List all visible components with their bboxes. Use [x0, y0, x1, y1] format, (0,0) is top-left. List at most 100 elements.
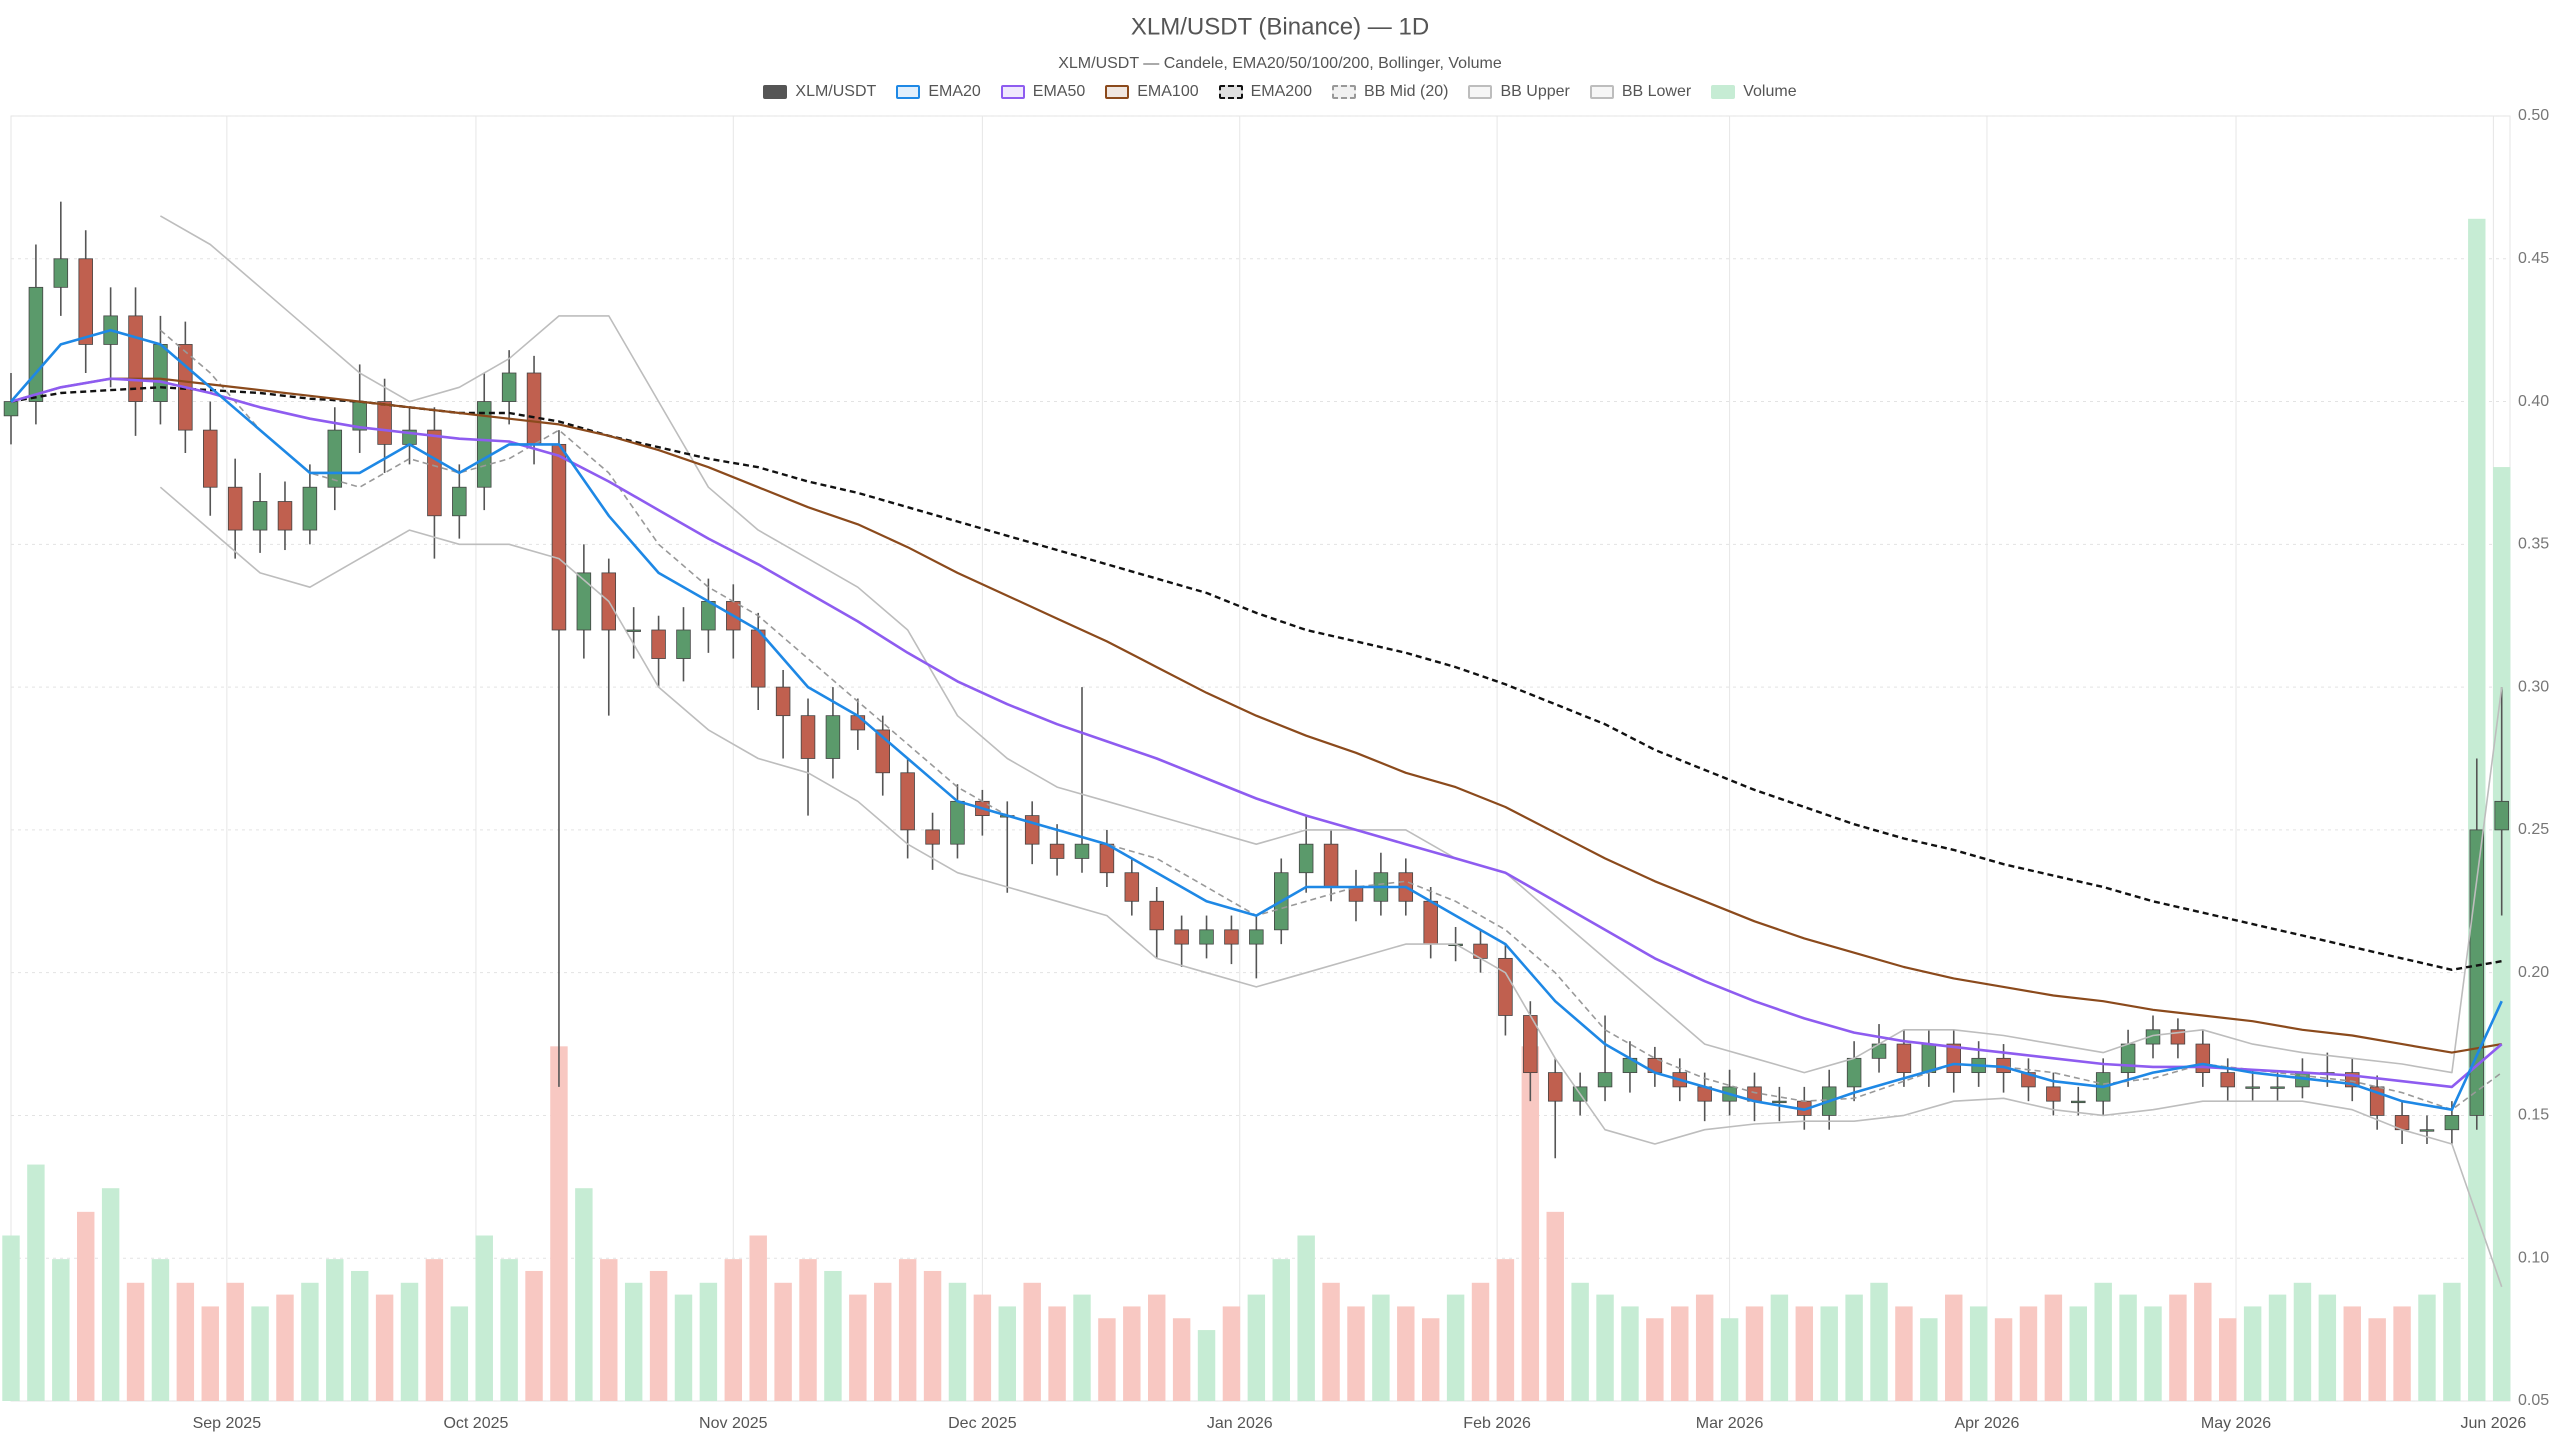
- candle-body: [2444, 1115, 2460, 1131]
- volume-bar: [849, 1294, 867, 1401]
- volume-bar: [2169, 1294, 2187, 1401]
- candle-body: [501, 372, 517, 402]
- candle-body: [2469, 829, 2485, 1116]
- candle-body: [626, 629, 641, 632]
- candle-body: [1896, 1043, 1912, 1074]
- candle-body: [800, 715, 816, 759]
- volume-bar: [898, 1259, 917, 1401]
- legend-item[interactable]: EMA20: [896, 83, 981, 101]
- y-tick-label: 0.45: [2518, 250, 2549, 267]
- volume-bar: [923, 1270, 942, 1401]
- legend-item[interactable]: EMA200: [1218, 83, 1312, 101]
- candle-body: [1547, 1072, 1563, 1102]
- candle-body: [1074, 843, 1090, 859]
- volume-bar: [1546, 1211, 1564, 1401]
- legend-label: BB Lower: [1621, 83, 1692, 100]
- volume-bar: [1646, 1318, 1664, 1401]
- indicator-line: [10, 328, 2503, 1111]
- volume-bar: [1496, 1259, 1515, 1401]
- legend-item[interactable]: BB Upper: [1468, 83, 1570, 101]
- legend: XLM/USDT EMA20 EMA50 EMA100 EMA200 BB Mid (20…: [0, 83, 2560, 101]
- candle-body: [1921, 1043, 1937, 1074]
- volume-layer: [2, 218, 2511, 1401]
- volume-bar: [1671, 1306, 1689, 1401]
- legend-item[interactable]: EMA100: [1105, 83, 1199, 101]
- candle-body: [1149, 900, 1164, 931]
- volume-bar: [1322, 1282, 1340, 1401]
- legend-swatch: [1218, 85, 1243, 99]
- volume-bar: [1745, 1306, 1764, 1401]
- volume-bar: [2219, 1318, 2237, 1401]
- volume-bar: [1023, 1282, 1041, 1401]
- volume-bar: [799, 1259, 817, 1401]
- volume-bar: [251, 1306, 269, 1401]
- volume-bar: [1197, 1330, 1216, 1401]
- candle-body: [1024, 815, 1040, 845]
- indicator-line: [10, 386, 2502, 971]
- candle-body: [53, 258, 69, 288]
- candle-body: [775, 686, 791, 717]
- volume-bar: [1895, 1306, 1913, 1401]
- volume-bar: [2268, 1294, 2287, 1401]
- legend-item[interactable]: BB Mid (20): [1332, 83, 1448, 101]
- volume-bar: [2, 1235, 20, 1401]
- x-tick-label: May 2026: [2201, 1415, 2271, 1432]
- chart-title: XLM/USDT (Binance) — 1D: [1131, 13, 1429, 40]
- volume-bar: [1148, 1294, 1166, 1401]
- volume-bar: [2044, 1294, 2063, 1401]
- volume-bar: [1397, 1306, 1415, 1401]
- candle-layer: [3, 201, 2509, 1159]
- volume-bar: [2243, 1306, 2262, 1401]
- candle-body: [825, 715, 841, 759]
- candle-body: [1224, 929, 1239, 945]
- volume-bar: [1795, 1306, 1814, 1401]
- candle-body: [1174, 929, 1189, 945]
- volume-bar: [2119, 1294, 2137, 1401]
- legend-swatch: [1105, 85, 1130, 99]
- volume-bar: [201, 1306, 219, 1401]
- x-tick-label: Feb 2026: [1463, 1415, 1531, 1432]
- volume-bar: [2069, 1306, 2087, 1401]
- legend-label: BB Upper: [1500, 83, 1570, 100]
- volume-bar: [101, 1188, 120, 1401]
- legend-item[interactable]: Volume: [1711, 83, 1797, 101]
- legend-label: BB Mid (20): [1364, 83, 1449, 100]
- volume-bar: [1820, 1306, 1838, 1401]
- x-tick-label: Sep 2025: [193, 1415, 262, 1432]
- x-tick-label: Jun 2026: [2460, 1415, 2526, 1432]
- legend-item[interactable]: BB Lower: [1589, 83, 1692, 101]
- legend-label: Volume: [1743, 83, 1797, 100]
- volume-bar: [2144, 1306, 2162, 1401]
- candle-body: [277, 501, 293, 531]
- candle-body: [2071, 1100, 2086, 1104]
- volume-bar: [2019, 1306, 2038, 1401]
- volume-bar: [749, 1235, 767, 1401]
- volume-bar: [450, 1306, 469, 1401]
- x-tick-label: Mar 2026: [1696, 1415, 1764, 1432]
- volume-bar: [575, 1188, 593, 1401]
- candle-body: [2220, 1072, 2235, 1088]
- volume-bar: [1571, 1282, 1589, 1401]
- volume-bar: [1621, 1306, 1639, 1401]
- legend-item[interactable]: XLM/USDT: [763, 83, 876, 101]
- y-tick-label: 0.25: [2518, 821, 2549, 838]
- candle-body: [1323, 843, 1339, 888]
- candle-body: [1597, 1072, 1613, 1088]
- volume-bar: [2492, 467, 2511, 1401]
- candle-body: [3, 401, 19, 417]
- candle-body: [1846, 1057, 1862, 1088]
- volume-bar: [774, 1282, 792, 1401]
- indicator-layer: [10, 215, 2503, 1288]
- volume-bar: [425, 1259, 444, 1401]
- indicator-line: [159, 486, 2503, 1288]
- volume-bar: [301, 1282, 319, 1401]
- legend-label: XLM/USDT: [795, 83, 877, 100]
- legend-item[interactable]: EMA50: [1000, 83, 1085, 101]
- volume-bar: [375, 1294, 394, 1401]
- volume-bar: [649, 1270, 668, 1401]
- volume-bar: [874, 1282, 892, 1401]
- candle-body: [2419, 1129, 2435, 1132]
- volume-bar: [724, 1259, 743, 1401]
- volume-bar: [824, 1270, 842, 1401]
